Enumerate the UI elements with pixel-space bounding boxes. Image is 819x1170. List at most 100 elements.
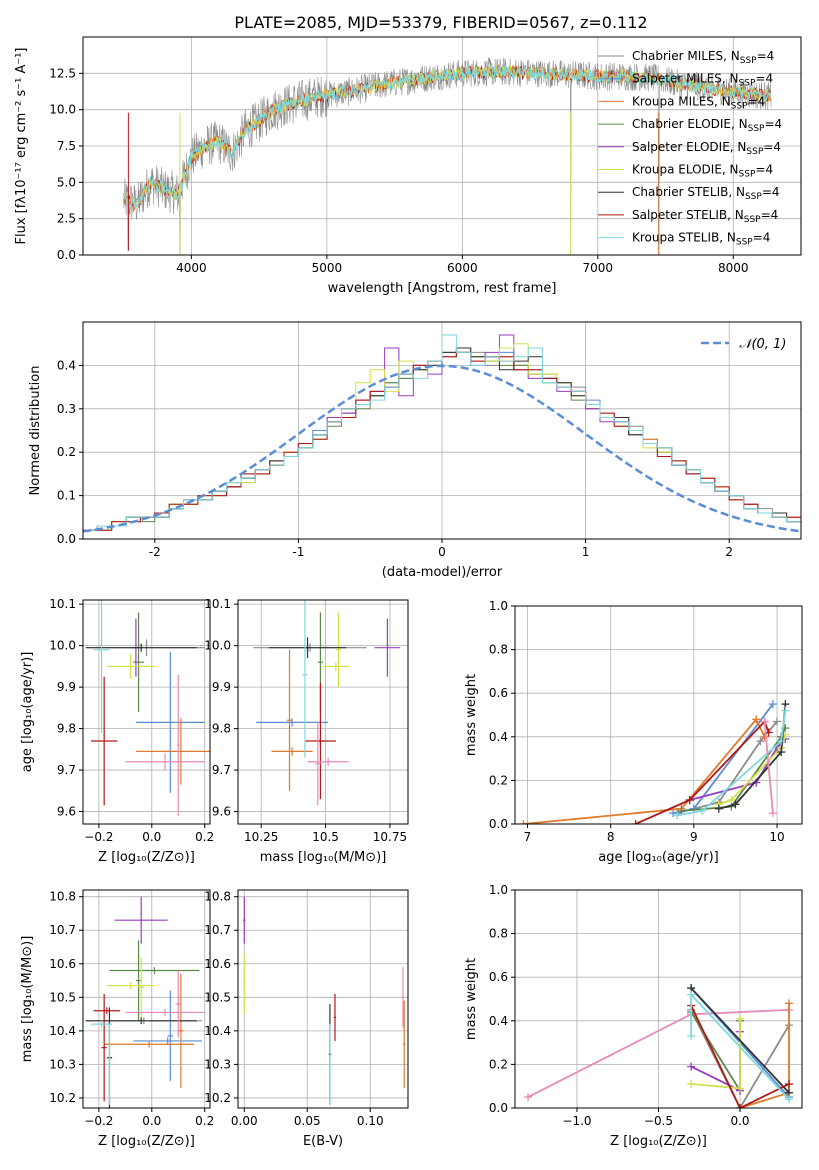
errorbar-point [90, 1020, 113, 1028]
x-tick-label: 7 [524, 830, 532, 844]
weight-line-chabrier-miles [690, 1009, 790, 1108]
x-tick-label: 8 [607, 830, 615, 844]
weight-marker [736, 1084, 745, 1093]
y-tick-label: 9.8 [57, 722, 76, 736]
errorbar-point [90, 676, 118, 806]
y-tick-label: 10.7 [49, 923, 76, 937]
errorbar-point [302, 600, 308, 758]
errorbar-point [243, 953, 246, 1015]
y-tick-label: 10.2 [49, 1091, 76, 1105]
legend-entry: Chabrier MILES, NSSP=4 [632, 49, 774, 66]
gaussian-curve [83, 364, 801, 533]
y-tick-label: 0.6 [489, 970, 508, 984]
errorbar-point [335, 612, 342, 688]
errorbar-point [402, 1000, 406, 1088]
legend-entry: Salpeter MILES, NSSP=4 [632, 72, 773, 89]
legend-entry-sub: SSP [731, 101, 748, 111]
legend-entry-name: Kroupa ELODIE, N [632, 163, 739, 177]
errorbar-point [106, 1024, 113, 1105]
weight-marker [698, 806, 707, 815]
weight-marker [524, 1093, 533, 1102]
errorbar-point [307, 757, 349, 766]
weight-marker [673, 811, 682, 820]
x-axis-label: Z [log₁₀(Z/Z⊙)] [610, 1134, 707, 1149]
legend-entry-post: =4 [753, 231, 771, 245]
plot-area-age-vs-mass [253, 600, 401, 806]
y-tick-label: 10.0 [204, 639, 231, 653]
axes-frame [82, 599, 211, 825]
weight-marker [760, 717, 769, 726]
weight-line-salpeter-elodie [690, 1031, 741, 1093]
errorbar-point [178, 973, 184, 1088]
legend-entry: Salpeter ELODIE, NSSP=4 [632, 140, 781, 157]
errorbar-point [138, 957, 144, 1018]
weight-marker [731, 800, 740, 809]
y-tick-label: 10.7 [204, 923, 231, 937]
errorbar-point [133, 1037, 203, 1045]
x-tick-label: 0.0 [142, 1114, 161, 1128]
x-tick-label: 9 [690, 830, 698, 844]
legend-entry: Salpeter STELIB, NSSP=4 [632, 208, 778, 225]
panel-weight-vs-z: −1.0 −0.5 0.0 0.0 0.2 0.4 0.6 0.8 1.0 Z [log₁₀(Z/… [464, 883, 803, 1149]
x-tick-label: 2 [725, 545, 733, 559]
y-tick-label: 9.7 [212, 763, 231, 777]
x-tick-label: −1.0 [562, 1114, 591, 1128]
y-axis-label: Flux [fλ10⁻¹⁷ erg cm⁻² s⁻¹ A⁻¹] [14, 48, 29, 245]
errorbar-point [374, 618, 401, 677]
panel-age-vs-z: −0.2 0.0 0.2 9.6 9.7 9.8 9.9 10.0 10.1 Z [log₁₀(Z… [20, 597, 214, 865]
y-tick-label: 0.1 [57, 489, 76, 503]
weight-marker [677, 806, 686, 815]
legend-entry: Chabrier STELIB, NSSP=4 [632, 185, 780, 202]
errorbar-point [317, 682, 323, 800]
errorbar-point [101, 993, 107, 1102]
weight-marker [784, 1080, 793, 1089]
weight-line-chabrier-stelib [690, 987, 790, 1094]
weight-marker [781, 706, 790, 715]
y-tick-label: 0.3 [57, 402, 76, 416]
legend-entry-name: Kroupa MILES, N [632, 94, 731, 108]
legend-entry-sub: SSP [740, 56, 757, 66]
y-tick-label: 7.5 [57, 139, 76, 153]
grid-weight-vs-age [515, 605, 802, 825]
x-tick-label: 8000 [718, 261, 749, 275]
legend-entry-sub: SSP [739, 79, 756, 89]
errorbar-point [176, 674, 180, 816]
axes-frame [82, 889, 211, 1109]
legend-entry-post: =4 [762, 185, 780, 199]
errorbar-point [323, 662, 349, 671]
weight-marker [768, 700, 777, 709]
errorbar-point [106, 982, 155, 989]
legend-entry: Kroupa ELODIE, NSSP=4 [632, 163, 773, 180]
errorbar-point [135, 940, 142, 1021]
legend-entry-sub: SSP [746, 147, 763, 157]
legend-entry: 𝒩(0, 1) [739, 337, 786, 352]
legend-entry-sub: SSP [736, 238, 753, 248]
y-tick-label: 10.3 [204, 1057, 231, 1071]
y-tick-label: 0.0 [57, 248, 76, 262]
errorbar-point [175, 970, 181, 1038]
y-tick-label: 0.2 [489, 773, 508, 787]
y-tick-label: 10.5 [49, 990, 76, 1004]
weight-marker [784, 999, 793, 1008]
weight-marker [756, 737, 765, 746]
x-axis-label: Z [log₁₀(Z/Z⊙)] [98, 850, 195, 865]
x-axis-label: E(B-V) [303, 1134, 343, 1149]
weight-marker [669, 809, 678, 818]
errorbar-point [271, 747, 313, 756]
plot-area-residual-hist [83, 334, 801, 539]
errorbar-point [135, 651, 205, 793]
plot-area-weight-vs-age [519, 700, 790, 824]
weight-line-pink [763, 721, 774, 814]
errorbar-point [125, 1009, 205, 1016]
panel-residual-hist: -2 -1 0 1 2 0.0 0.1 0.2 0.3 0.4 (data-model)/error… [28, 321, 802, 580]
y-tick-label: 10.0 [49, 639, 76, 653]
errorbar-point [93, 600, 110, 733]
x-tick-label: 7000 [583, 261, 614, 275]
weight-marker [752, 715, 761, 724]
axes-frame [237, 889, 409, 1109]
legend-entry-sub: SSP [748, 124, 765, 134]
legend-entry-sub: SSP [745, 192, 762, 202]
weight-marker [631, 820, 640, 824]
weight-line-salpeter-stelib [690, 1005, 790, 1108]
y-tick-label: 0.8 [489, 643, 508, 657]
